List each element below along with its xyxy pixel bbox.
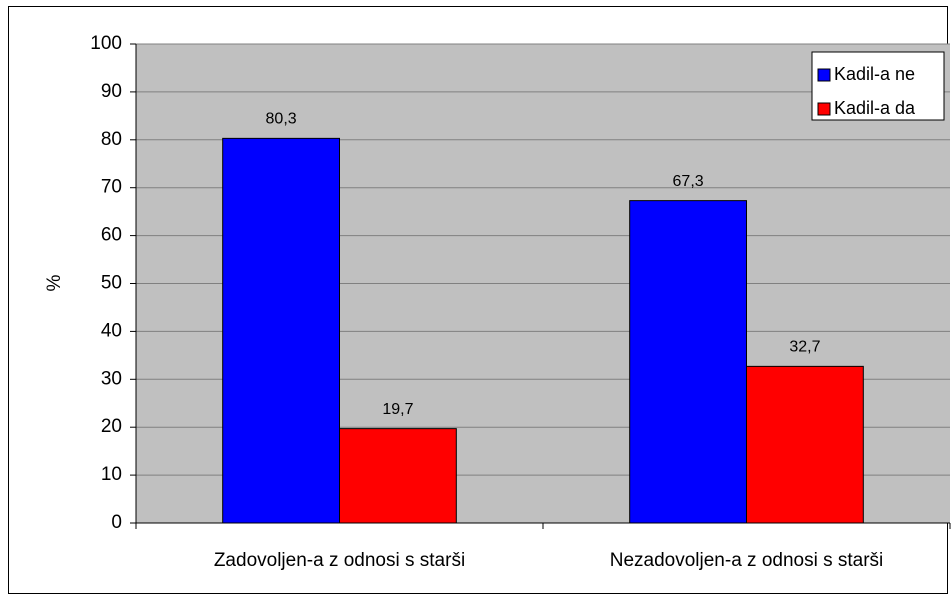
data-label: 67,3 bbox=[673, 173, 704, 190]
legend-swatch bbox=[817, 102, 831, 116]
data-label: 32,7 bbox=[789, 339, 820, 356]
y-tick-label: 50 bbox=[101, 273, 122, 294]
y-tick-label: 100 bbox=[90, 33, 122, 54]
bar bbox=[222, 137, 340, 524]
bar bbox=[629, 200, 747, 524]
y-tick-label: 30 bbox=[101, 368, 122, 389]
y-tick-label: 20 bbox=[101, 416, 122, 437]
y-axis-label: % bbox=[44, 274, 65, 291]
y-tick-label: 60 bbox=[101, 225, 122, 246]
y-tick-label: 70 bbox=[101, 177, 122, 198]
legend-box bbox=[811, 51, 945, 121]
y-tick-label: 0 bbox=[111, 512, 122, 533]
bar bbox=[746, 365, 864, 524]
legend-swatch bbox=[817, 68, 831, 82]
legend-label: Kadil-a ne bbox=[834, 64, 915, 84]
bar bbox=[339, 428, 457, 524]
y-tick-label: 10 bbox=[101, 464, 122, 485]
y-tick-label: 80 bbox=[101, 129, 122, 150]
data-label: 80,3 bbox=[266, 111, 297, 128]
y-tick-label: 40 bbox=[101, 320, 122, 341]
y-tick-label: 90 bbox=[101, 81, 122, 102]
data-label: 19,7 bbox=[382, 401, 413, 418]
x-tick-label: Nezadovoljen-a z odnosi s starši bbox=[610, 550, 884, 571]
x-tick-label: Zadovoljen-a z odnosi s starši bbox=[214, 550, 465, 571]
legend-label: Kadil-a da bbox=[834, 98, 916, 118]
